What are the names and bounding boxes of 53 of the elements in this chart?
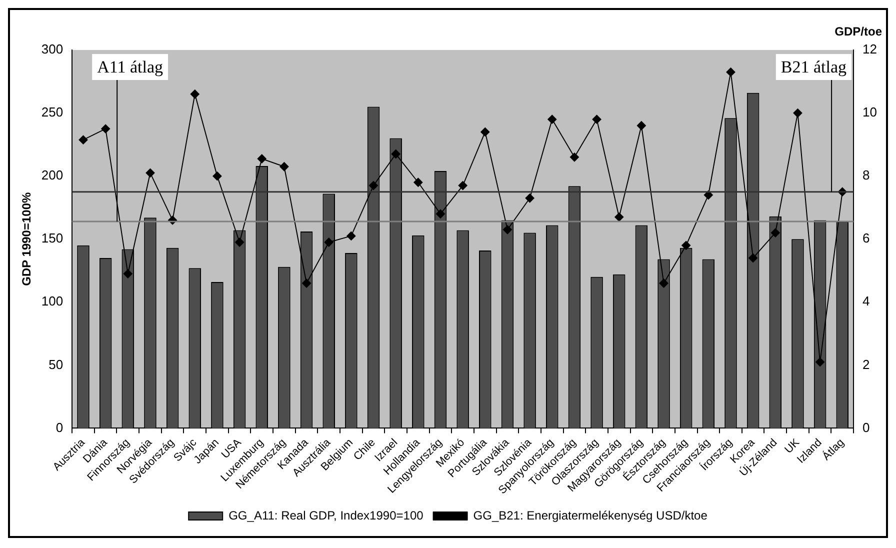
point — [726, 68, 736, 77]
y-tick-label: 250 — [41, 104, 64, 120]
point — [682, 240, 691, 250]
point — [770, 228, 780, 238]
y2-tick-label: 8 — [862, 168, 870, 183]
point — [570, 152, 579, 162]
y2-tick-label: 2 — [862, 356, 870, 372]
point — [436, 209, 445, 218]
y2-tick-label: 0 — [862, 420, 870, 435]
point — [123, 269, 132, 278]
point — [458, 181, 468, 190]
point — [816, 358, 825, 367]
legend-label: GG_A11: Real GDP, Index1990=100 — [228, 508, 424, 522]
point — [280, 162, 289, 172]
y2-axis-title: GDP/toe — [834, 24, 882, 38]
y-tick-label: 100 — [41, 294, 64, 309]
y2-tick-label: 12 — [862, 42, 878, 57]
y-tick-label: 0 — [56, 420, 64, 435]
point — [212, 172, 222, 181]
legend-label: GG_B21: Energiatermelékenység USD/ktoe — [473, 508, 708, 522]
point — [190, 90, 200, 99]
point — [78, 135, 88, 144]
point — [636, 121, 646, 130]
point — [502, 225, 512, 234]
point — [302, 278, 312, 288]
ref-line-label: B21 átlag — [780, 57, 848, 76]
point — [592, 114, 602, 124]
point — [346, 231, 356, 240]
point — [525, 194, 534, 203]
y-tick-label: 150 — [41, 230, 64, 246]
point — [146, 168, 155, 178]
ref-line-label: A11 átlag — [97, 57, 164, 76]
point — [614, 212, 624, 222]
point — [257, 154, 266, 164]
y2-tick-label: 10 — [862, 104, 878, 120]
y-tick-label: 300 — [41, 42, 64, 57]
point — [391, 150, 400, 159]
point — [369, 181, 378, 190]
point — [480, 127, 490, 136]
point — [235, 238, 244, 247]
point — [659, 278, 668, 288]
point — [324, 238, 334, 247]
point — [793, 108, 802, 118]
y-tick-label: 50 — [48, 356, 64, 372]
point — [101, 124, 110, 134]
y2-tick-label: 6 — [862, 230, 870, 246]
y2-tick-label: 4 — [862, 294, 870, 309]
y-axis-title: GDP 1990=100% — [20, 192, 34, 286]
point — [748, 254, 758, 263]
point — [548, 114, 557, 124]
y-tick-label: 200 — [41, 168, 64, 183]
point — [414, 178, 423, 187]
point — [704, 190, 713, 200]
